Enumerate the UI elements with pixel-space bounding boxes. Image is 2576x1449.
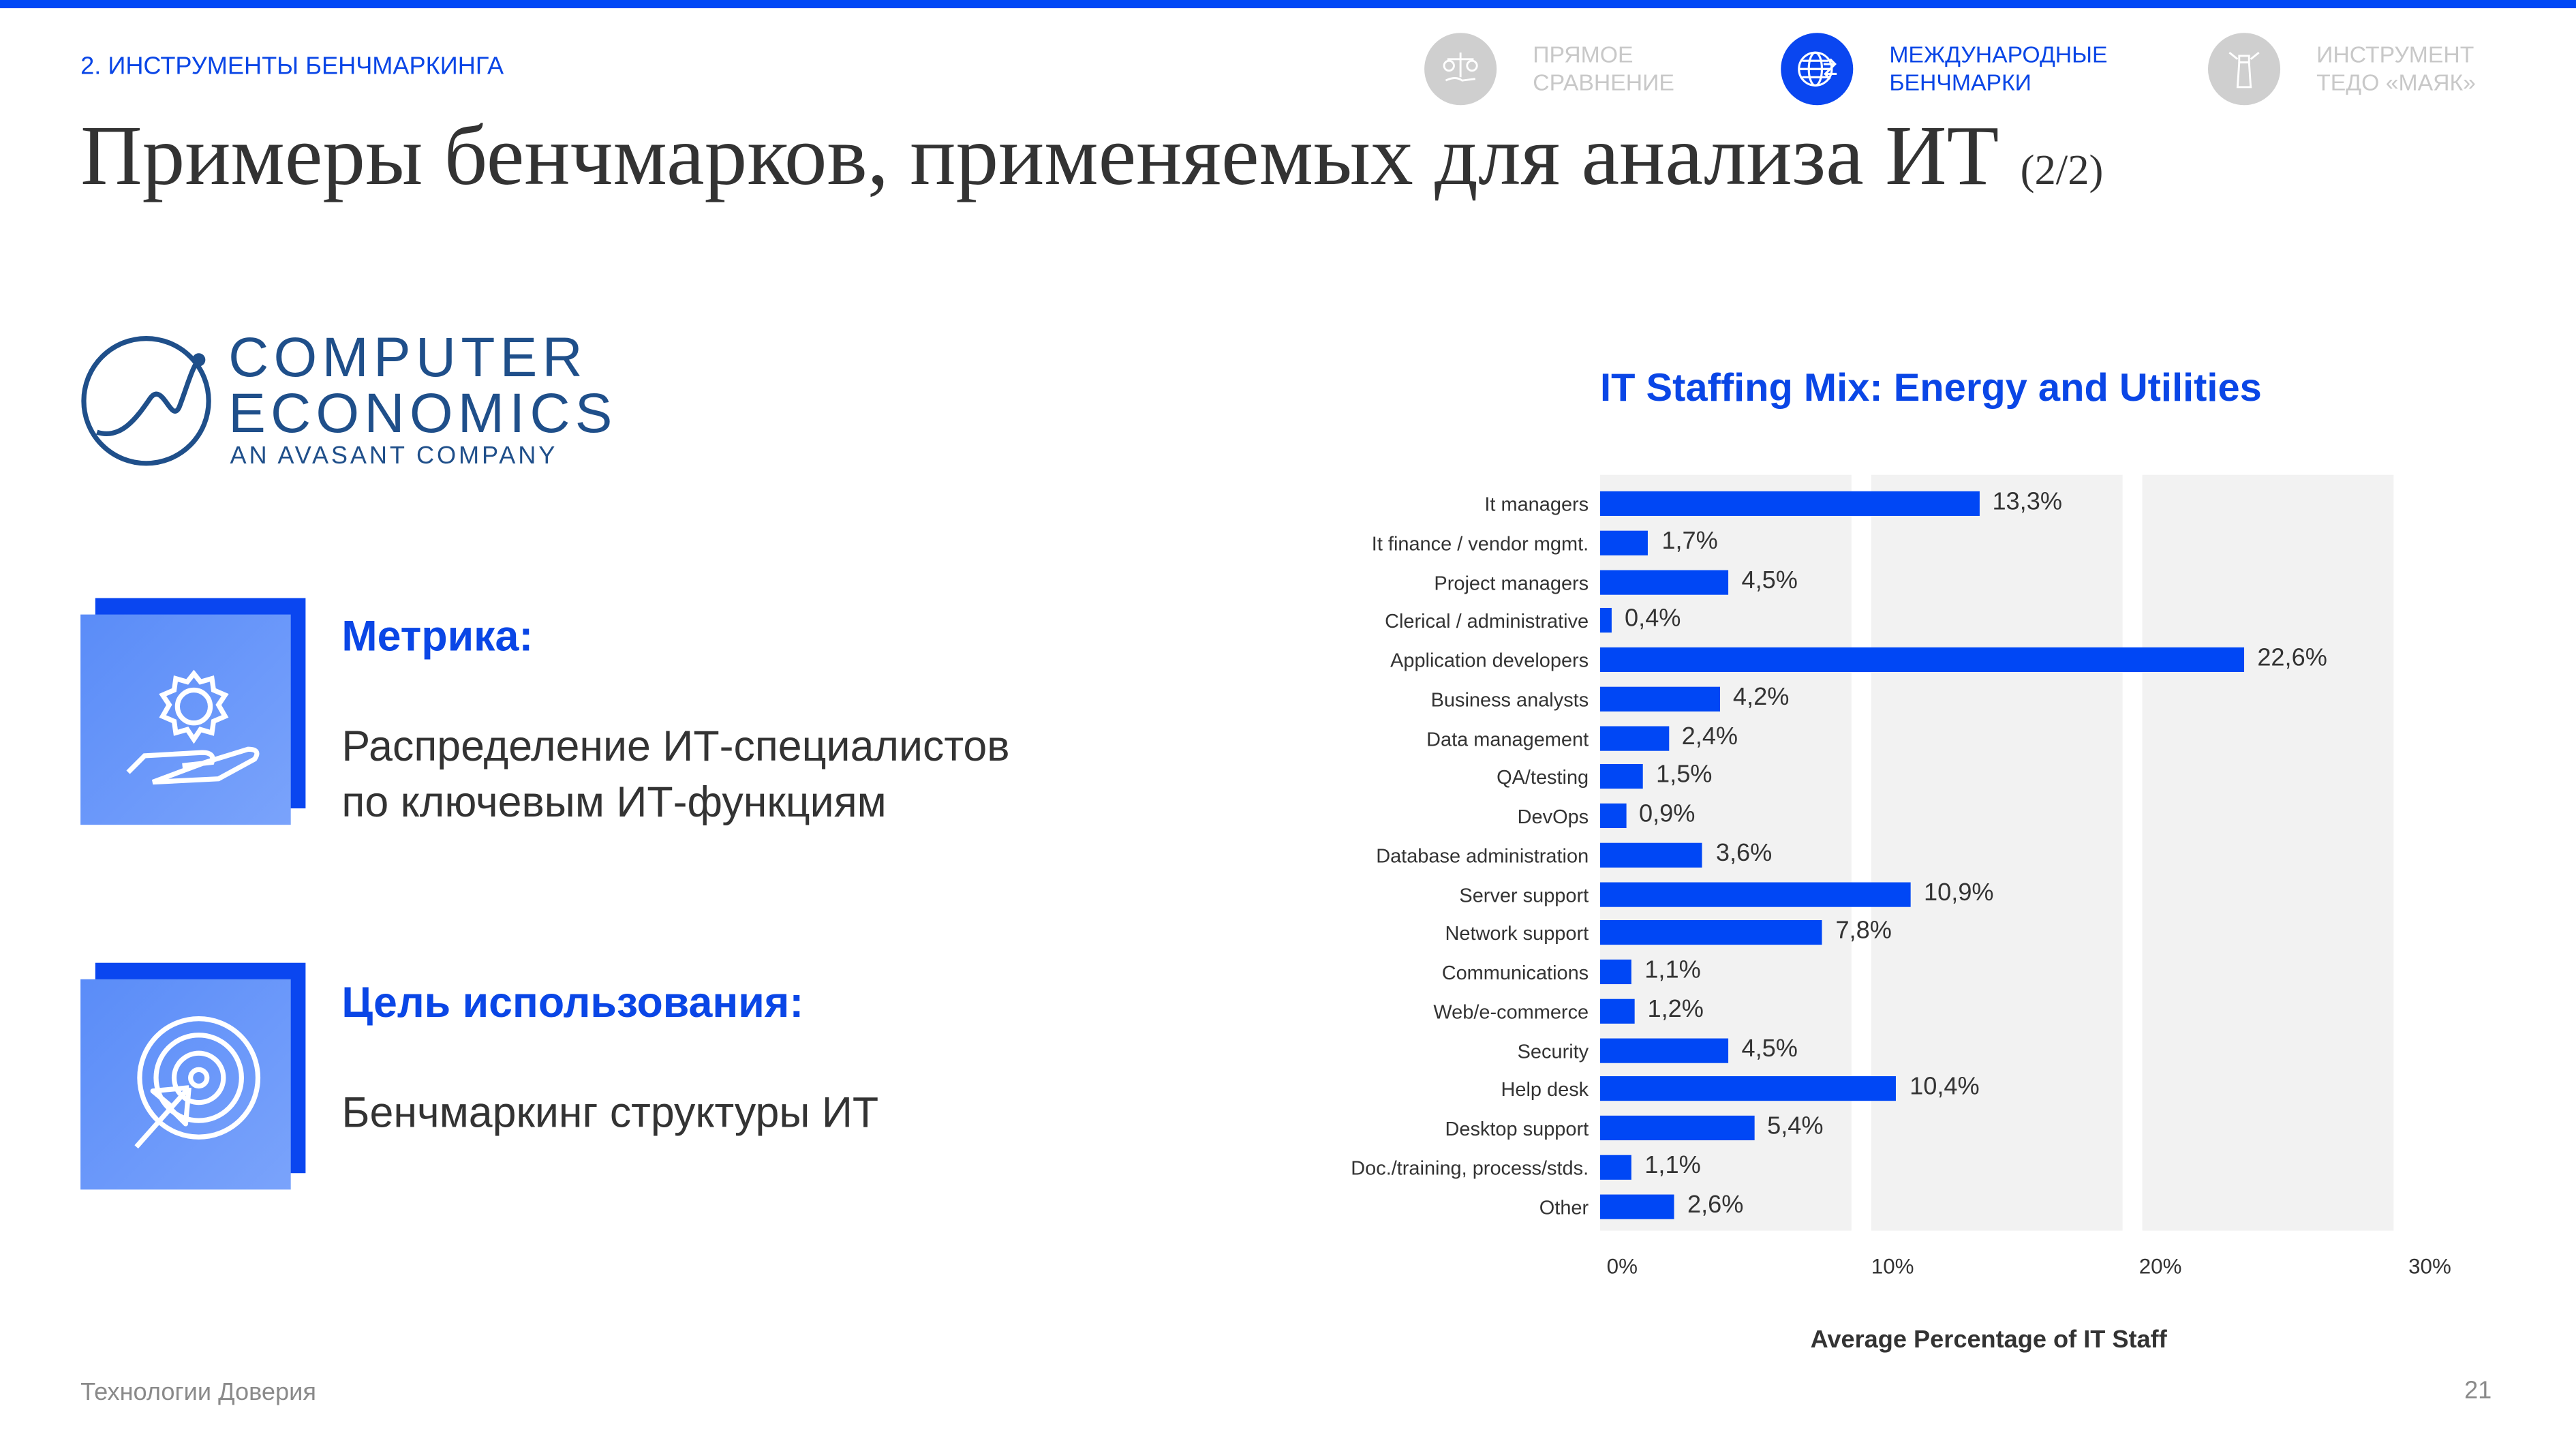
lighthouse-icon — [2207, 33, 2281, 106]
grid-band — [1871, 474, 2123, 1231]
bar — [1600, 803, 1626, 828]
category-label: Business analysts — [1430, 688, 1589, 712]
data-label: 5,4% — [1767, 1112, 1824, 1141]
logo-line3: AN AVASANT COMPANY — [230, 442, 558, 470]
nav-label-line1: ИНСТРУМЕНТ — [2316, 41, 2474, 67]
scales-hand-icon — [1424, 33, 1497, 106]
x-axis-label: Average Percentage of IT Staff — [1810, 1326, 2167, 1354]
nav-mayak-tool[interactable]: ИНСТРУМЕНТ ТЕДО «МАЯК» — [2207, 33, 2513, 106]
bar — [1600, 1037, 1729, 1063]
metric-line2: по ключевым ИТ-функциям — [341, 777, 887, 827]
logo-line2: ECONOMICS — [228, 382, 617, 446]
data-label: 1,1% — [1644, 1151, 1701, 1180]
bar — [1600, 647, 2245, 672]
bar — [1600, 569, 1729, 594]
computer-economics-logo: COMPUTER ECONOMICS AN AVASANT COMPANY — [80, 326, 647, 471]
category-label: Web/e-commerce — [1433, 1000, 1589, 1024]
target-cursor-icon — [80, 979, 291, 1190]
bar — [1600, 491, 1980, 516]
category-label: Other — [1539, 1195, 1589, 1219]
category-label: Database administration — [1376, 844, 1589, 868]
category-label: Clerical / administrative — [1385, 609, 1589, 633]
data-label: 2,6% — [1687, 1190, 1744, 1219]
nav-label-line2: ТЕДО «МАЯК» — [2316, 69, 2476, 95]
bar — [1600, 1193, 1674, 1219]
metric-description: Распределение ИТ-специалистов по ключевы… — [341, 718, 1009, 829]
category-label: DevOps — [1517, 805, 1589, 828]
data-label: 4,2% — [1732, 683, 1790, 712]
logo-mark-icon — [81, 335, 211, 466]
nav-label-line1: ПРЯМОЕ — [1533, 41, 1634, 67]
category-label: Help desk — [1501, 1078, 1589, 1101]
data-label: 7,8% — [1835, 917, 1892, 945]
data-label: 3,6% — [1715, 839, 1773, 868]
category-label: It finance / vendor mgmt. — [1371, 532, 1589, 555]
category-label: Application developers — [1390, 649, 1589, 672]
bar — [1600, 842, 1703, 868]
bar — [1600, 764, 1643, 789]
metric-heading: Метрика: — [341, 611, 534, 661]
nav-label-line2: БЕНЧМАРКИ — [1889, 69, 2031, 95]
metric-line1: Распределение ИТ-специалистов — [341, 721, 1010, 771]
gear-hand-icon — [80, 614, 291, 825]
category-label: Doc./training, process/stds. — [1351, 1156, 1589, 1180]
bar — [1600, 608, 1612, 633]
title-text: Примеры бенчмарков, применяемых для анал… — [80, 110, 1999, 204]
purpose-heading: Цель использования: — [341, 977, 804, 1027]
title-suffix: (2/2) — [2020, 146, 2104, 194]
data-label: 4,5% — [1741, 566, 1798, 594]
x-tick-label: 30% — [2408, 1253, 2451, 1279]
bar — [1600, 530, 1649, 555]
nav-direct-comparison[interactable]: ПРЯМОЕ СРАВНЕНИЕ — [1424, 33, 1730, 106]
category-label: Security — [1517, 1039, 1589, 1063]
category-label: Data management — [1426, 727, 1589, 750]
bar — [1600, 1115, 1754, 1141]
bar — [1600, 920, 1823, 945]
chart-title: IT Staffing Mix: Energy and Utilities — [1600, 366, 2262, 411]
bar — [1600, 998, 1635, 1024]
x-tick-label: 10% — [1871, 1253, 1914, 1279]
x-tick-label: 0% — [1606, 1253, 1638, 1279]
data-label: 0,9% — [1638, 800, 1696, 828]
data-label: 1,2% — [1647, 995, 1704, 1024]
bar — [1600, 881, 1911, 906]
nav-label-line2: СРАВНЕНИЕ — [1533, 69, 1674, 95]
section-label: 2. ИНСТРУМЕНТЫ БЕНЧМАРКИНГА — [80, 52, 504, 81]
bar — [1600, 686, 1720, 712]
data-label: 4,5% — [1741, 1034, 1798, 1063]
bar — [1600, 959, 1632, 985]
x-tick-label: 20% — [2138, 1253, 2182, 1279]
data-label: 1,7% — [1661, 527, 1718, 555]
logo-line1: COMPUTER — [228, 326, 587, 390]
page-title: Примеры бенчмарков, применяемых для анал… — [80, 108, 2103, 205]
top-accent-bar — [0, 0, 2576, 9]
purpose-description: Бенчмаркинг структуры ИТ — [341, 1087, 879, 1138]
category-label: Desktop support — [1445, 1117, 1589, 1141]
category-label: QA/testing — [1497, 765, 1589, 789]
globe-arrows-icon — [1781, 33, 1854, 106]
data-label: 22,6% — [2257, 643, 2327, 672]
nav-international-benchmarks[interactable]: МЕЖДУНАРОДНЫЕ БЕНЧМАРКИ — [1781, 33, 2108, 106]
nav-label-line1: МЕЖДУНАРОДНЫЕ — [1889, 41, 2108, 67]
data-label: 1,1% — [1644, 956, 1701, 985]
category-label: Communications — [1441, 961, 1589, 985]
data-label: 10,4% — [1910, 1073, 1980, 1101]
footer-company: Технологии Доверия — [80, 1378, 316, 1407]
data-label: 1,5% — [1656, 761, 1713, 789]
bar — [1600, 1155, 1632, 1180]
bar — [1600, 725, 1669, 750]
category-label: It managers — [1484, 493, 1589, 516]
data-label: 2,4% — [1681, 722, 1738, 750]
category-label: Network support — [1445, 922, 1589, 945]
data-label: 13,3% — [1992, 487, 2063, 516]
category-label: Project managers — [1434, 570, 1589, 594]
bar — [1600, 1076, 1897, 1101]
category-label: Server support — [1459, 883, 1589, 906]
page-number: 21 — [2464, 1377, 2492, 1405]
data-label: 0,4% — [1625, 605, 1681, 633]
grid-band — [2142, 474, 2394, 1231]
data-label: 10,9% — [1924, 878, 1994, 906]
